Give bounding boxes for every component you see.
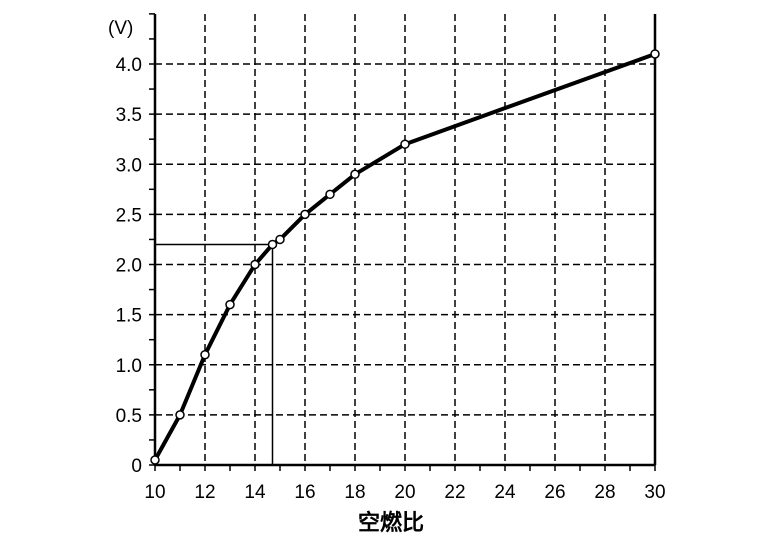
x-tick-label: 20	[394, 482, 415, 503]
data-point	[300, 209, 310, 220]
x-tick-label: 28	[594, 482, 615, 503]
x-tick-label: 16	[294, 482, 315, 503]
y-tick-label: 1.0	[116, 356, 142, 377]
y-axis-unit-label: (V)	[108, 18, 133, 39]
data-point	[225, 299, 235, 310]
x-tick-label: 30	[644, 482, 665, 503]
data-point	[250, 259, 260, 270]
x-tick-labels: 10 12 14 16 18 20 22 24 26 28 30	[144, 482, 665, 503]
axes	[149, 13, 657, 471]
y-tick-label: 3.5	[116, 105, 142, 126]
data-point	[650, 49, 660, 59]
y-tick-labels: 0 0.5 1.0 1.5 2.0 2.5 3.0 3.5 4.0	[116, 55, 142, 477]
y-tick-label: 2.5	[116, 205, 142, 226]
data-point	[275, 234, 285, 245]
x-tick-label: 12	[194, 482, 215, 503]
y-tick-label: 0	[131, 456, 142, 477]
y-tick-label: 2.0	[116, 256, 142, 277]
x-axis-label: 空燃比	[358, 510, 424, 536]
y-tick-label: 3.0	[116, 155, 142, 176]
data-point	[175, 410, 185, 420]
data-point	[267, 239, 278, 250]
x-tick-label: 26	[544, 482, 565, 503]
x-tick-label: 10	[144, 482, 165, 503]
y-tick-label: 0.5	[116, 406, 142, 427]
data-point	[350, 169, 360, 180]
x-tick-label: 18	[344, 482, 365, 503]
x-tick-label: 14	[244, 482, 266, 503]
grid-lines	[155, 14, 655, 465]
data-points	[150, 49, 660, 465]
data-point	[400, 139, 410, 149]
reference-lines	[155, 243, 274, 465]
x-tick-label: 24	[494, 482, 516, 503]
x-tick-label: 22	[444, 482, 465, 503]
y-tick-label: 1.5	[116, 306, 142, 327]
data-point	[150, 455, 160, 465]
data-point	[325, 189, 335, 200]
y-tick-label: 4.0	[116, 55, 142, 76]
data-point	[200, 349, 210, 360]
